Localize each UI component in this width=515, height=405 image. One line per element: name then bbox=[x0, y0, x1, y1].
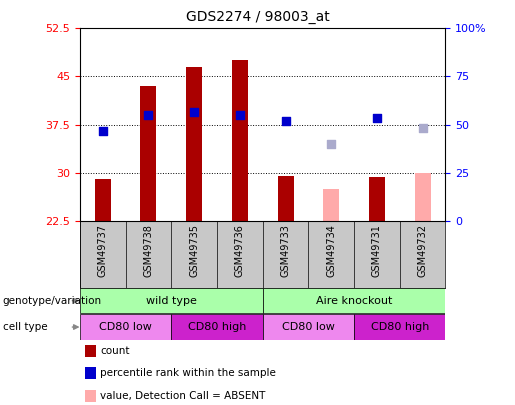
Bar bbox=[232, 60, 248, 221]
Text: GSM49737: GSM49737 bbox=[98, 224, 108, 277]
Bar bbox=[186, 67, 202, 221]
Text: CD80 high: CD80 high bbox=[371, 322, 429, 332]
Text: wild type: wild type bbox=[146, 296, 197, 306]
Text: GSM49731: GSM49731 bbox=[372, 224, 382, 277]
Bar bbox=[171, 314, 263, 340]
Point bbox=[281, 118, 289, 125]
Bar bbox=[278, 176, 294, 221]
Bar bbox=[369, 177, 385, 221]
Point bbox=[190, 109, 198, 115]
Bar bbox=[80, 314, 171, 340]
Text: GSM49734: GSM49734 bbox=[326, 224, 336, 277]
Point bbox=[419, 124, 427, 131]
Bar bbox=[141, 86, 157, 221]
Text: CD80 low: CD80 low bbox=[282, 322, 335, 332]
Bar bbox=[323, 189, 339, 221]
Bar bbox=[263, 288, 445, 313]
Bar bbox=[354, 314, 445, 340]
Bar bbox=[415, 173, 431, 221]
Point bbox=[144, 112, 152, 118]
Text: CD80 low: CD80 low bbox=[99, 322, 152, 332]
Point bbox=[327, 141, 335, 147]
Text: value, Detection Call = ABSENT: value, Detection Call = ABSENT bbox=[100, 391, 266, 401]
Text: GSM49735: GSM49735 bbox=[189, 224, 199, 277]
Point bbox=[373, 115, 381, 122]
Text: percentile rank within the sample: percentile rank within the sample bbox=[100, 369, 277, 378]
Text: CD80 high: CD80 high bbox=[188, 322, 246, 332]
Text: Aire knockout: Aire knockout bbox=[316, 296, 392, 306]
Text: genotype/variation: genotype/variation bbox=[3, 296, 101, 306]
Text: GSM49733: GSM49733 bbox=[281, 224, 290, 277]
Text: GSM49738: GSM49738 bbox=[143, 224, 153, 277]
Bar bbox=[263, 314, 354, 340]
Text: GSM49736: GSM49736 bbox=[235, 224, 245, 277]
Text: GSM49732: GSM49732 bbox=[418, 224, 427, 277]
Point bbox=[98, 128, 107, 134]
Bar bbox=[95, 179, 111, 221]
Text: count: count bbox=[100, 346, 130, 356]
Point bbox=[236, 112, 244, 118]
Bar bbox=[80, 288, 263, 313]
Text: GDS2274 / 98003_at: GDS2274 / 98003_at bbox=[185, 10, 330, 24]
Text: cell type: cell type bbox=[3, 322, 47, 332]
